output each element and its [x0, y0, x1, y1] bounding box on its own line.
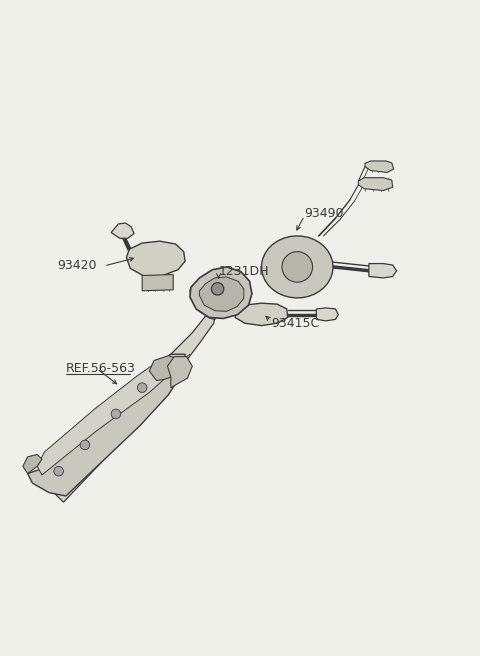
Polygon shape: [168, 357, 192, 388]
Circle shape: [111, 409, 120, 419]
Polygon shape: [37, 361, 171, 475]
Polygon shape: [149, 356, 183, 380]
Polygon shape: [51, 314, 215, 502]
Polygon shape: [369, 264, 396, 278]
Text: 93415C: 93415C: [271, 317, 319, 330]
Text: 93420: 93420: [57, 260, 97, 272]
Circle shape: [80, 440, 90, 450]
Polygon shape: [190, 267, 252, 318]
Text: REF.56-563: REF.56-563: [66, 362, 136, 375]
Polygon shape: [28, 354, 185, 496]
Polygon shape: [142, 275, 173, 291]
Text: 1231DH: 1231DH: [218, 265, 269, 278]
Polygon shape: [262, 236, 333, 298]
Polygon shape: [199, 277, 244, 312]
Circle shape: [282, 252, 312, 282]
Polygon shape: [316, 308, 338, 321]
Polygon shape: [359, 178, 393, 190]
Polygon shape: [126, 241, 185, 276]
Circle shape: [54, 466, 63, 476]
Polygon shape: [190, 290, 215, 319]
Polygon shape: [365, 161, 394, 173]
Text: 93490: 93490: [304, 207, 344, 220]
Circle shape: [211, 283, 224, 295]
Polygon shape: [235, 303, 288, 325]
Circle shape: [137, 383, 147, 392]
Polygon shape: [111, 223, 134, 238]
Polygon shape: [23, 455, 42, 474]
